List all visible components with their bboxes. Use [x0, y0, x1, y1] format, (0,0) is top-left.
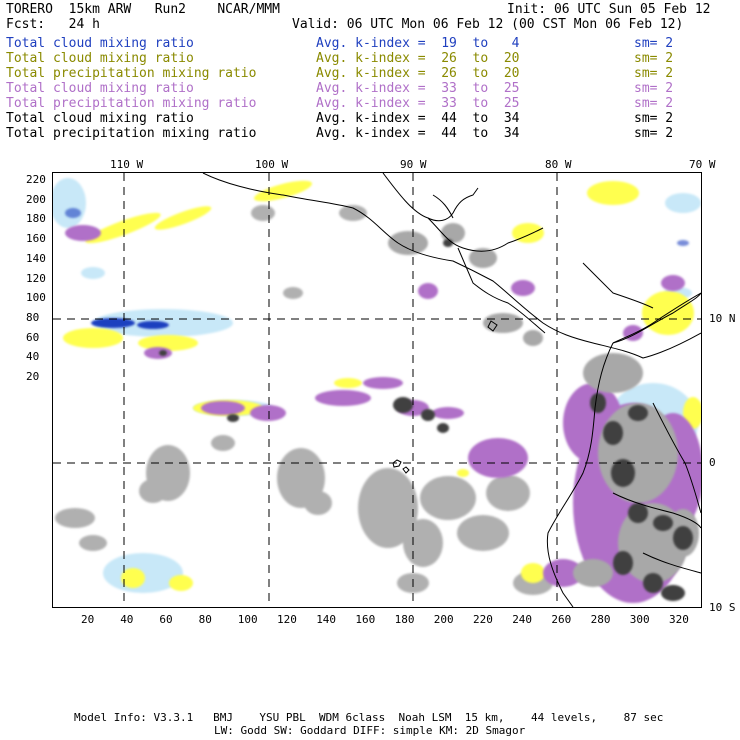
- legend-field-label: Total cloud mixing ratio: [6, 81, 194, 96]
- legend-kindex-range: Avg. k-index = 26 to 20: [316, 66, 520, 81]
- legend-kindex-range: Avg. k-index = 44 to 34: [316, 126, 520, 141]
- lat-lon-grid: [53, 173, 701, 607]
- legend-kindex-range: Avg. k-index = 44 to 34: [316, 111, 520, 126]
- y-tick-label: 40: [26, 350, 40, 364]
- legend-smoothing: sm= 2: [634, 81, 674, 96]
- y-tick-label: 160: [26, 232, 46, 246]
- x-tick-label: 240: [512, 613, 533, 626]
- x-tick-label: 200: [433, 613, 454, 626]
- dark-gray-cloud-cores: [159, 239, 693, 601]
- y-tick-label: 20: [26, 370, 40, 383]
- legend-smoothing: sm= 2: [634, 66, 674, 81]
- legend-smoothing: sm= 2: [634, 51, 674, 66]
- valid-time: Valid: 06 UTC Mon 06 Feb 12 (00 CST Mon …: [292, 17, 684, 32]
- x-tick-label: 20: [81, 613, 95, 626]
- lat-label-10n: 10 N: [709, 312, 736, 325]
- y-tick-label: 120: [26, 271, 46, 285]
- x-tick-label: 140: [316, 613, 337, 626]
- x-tick-label: 60: [159, 613, 173, 626]
- legend-kindex-range: Avg. k-index = 33 to 25: [316, 81, 520, 96]
- model-info-line-1: Model Info: V3.3.1 BMJ YSU PBL WDM 6clas…: [74, 711, 664, 724]
- y-tick-label: 180: [26, 212, 46, 226]
- lon-label-80w: 80 W: [545, 158, 572, 171]
- lon-label-110w: 110 W: [110, 158, 144, 171]
- init-time: Init: 06 UTC Sun 05 Feb 12: [507, 2, 711, 17]
- legend-smoothing: sm= 2: [634, 111, 674, 126]
- model-title: TORERO 15km ARW Run2 NCAR/MMM: [6, 2, 280, 17]
- legend-smoothing: sm= 2: [634, 126, 674, 141]
- legend-smoothing: sm= 2: [634, 96, 674, 111]
- y-tick-label: 60: [26, 330, 40, 344]
- map-canvas: [53, 173, 701, 607]
- lon-label-70w: 70 W: [689, 158, 716, 171]
- x-tick-label: 320: [669, 613, 689, 626]
- forecast-hour: Fcst: 24 h: [6, 17, 100, 32]
- lon-label-90w: 90 W: [400, 158, 427, 171]
- x-tick-label: 100: [237, 613, 258, 626]
- y-tick-label: 80: [26, 310, 40, 324]
- x-tick-label: 160: [355, 613, 376, 626]
- x-tick-label: 220: [473, 613, 493, 626]
- lon-label-100w: 100 W: [255, 158, 289, 171]
- x-tick-label: 300: [629, 613, 650, 626]
- legend-field-label: Total cloud mixing ratio: [6, 111, 194, 126]
- legend-field-label: Total cloud mixing ratio: [6, 51, 194, 66]
- y-tick-label: 200: [26, 192, 46, 206]
- x-tick-label: 280: [590, 613, 611, 626]
- lat-label-10s: 10 S: [709, 601, 736, 614]
- coastlines: [202, 173, 701, 607]
- x-tick-label: 180: [394, 613, 415, 626]
- x-tick-label: 80: [198, 613, 212, 626]
- model-info-line-2: LW: Godd SW: Goddard DIFF: simple KM: 2D…: [214, 724, 526, 737]
- y-tick-label: 100: [26, 291, 46, 305]
- legend-field-label: Total precipitation mixing ratio: [6, 96, 257, 111]
- legend-field-label: Total precipitation mixing ratio: [6, 126, 257, 141]
- x-tick-label: 40: [120, 613, 134, 626]
- x-tick-label: 260: [551, 613, 572, 626]
- legend-smoothing: sm= 2: [634, 36, 674, 51]
- y-tick-label: 220: [26, 173, 46, 186]
- lat-label-0: 0: [709, 456, 716, 469]
- legend-kindex-range: Avg. k-index = 19 to 4: [316, 36, 520, 51]
- legend-kindex-range: Avg. k-index = 26 to 20: [316, 51, 520, 66]
- x-tick-label: 120: [277, 613, 297, 626]
- y-tick-label: 140: [26, 251, 46, 265]
- map-panel: [52, 172, 702, 608]
- legend-field-label: Total cloud mixing ratio: [6, 36, 194, 51]
- legend-field-label: Total precipitation mixing ratio: [6, 66, 257, 81]
- legend-kindex-range: Avg. k-index = 33 to 25: [316, 96, 520, 111]
